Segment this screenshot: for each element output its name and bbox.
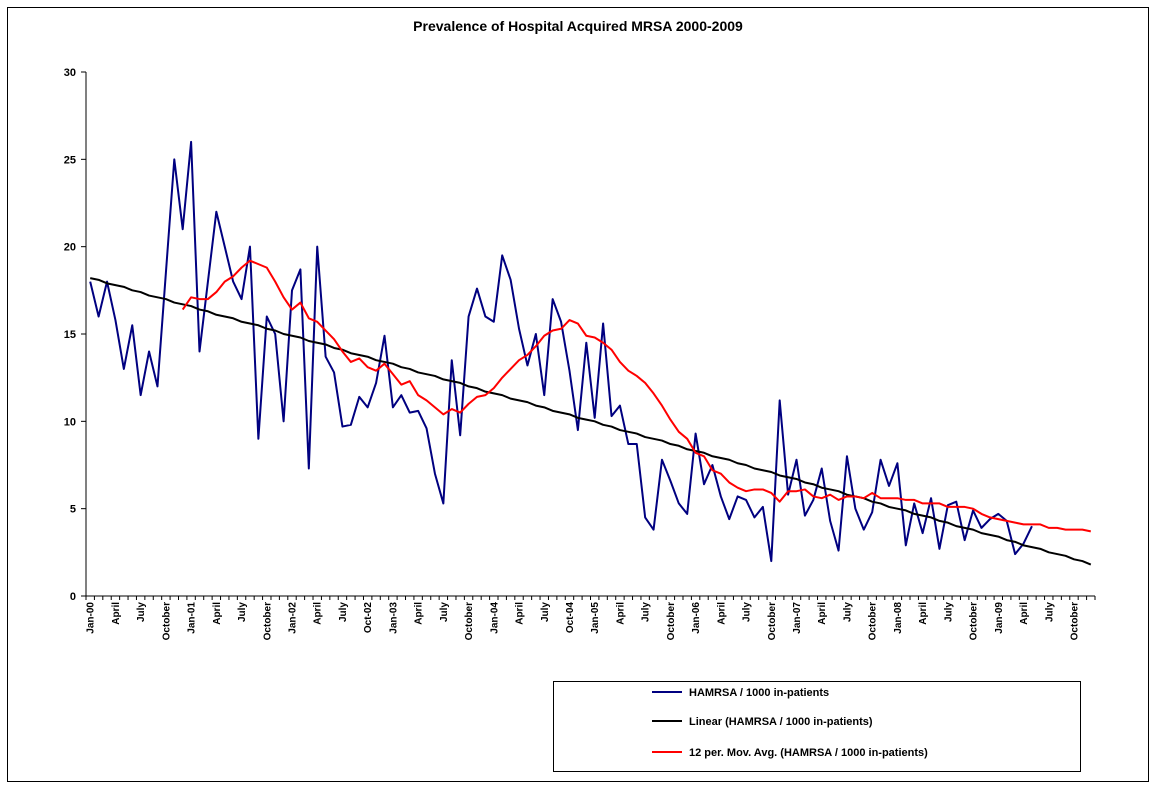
x-tick-label: Oct-04	[565, 602, 576, 634]
x-tick-label: July	[439, 602, 450, 622]
x-tick-label: October	[161, 602, 172, 640]
x-tick-label: Jan-03	[388, 602, 399, 634]
chart-title: Prevalence of Hospital Acquired MRSA 200…	[413, 18, 743, 34]
x-tick-label: July	[237, 602, 248, 622]
y-tick-label: 15	[64, 329, 76, 341]
series-line	[181, 259, 1092, 533]
x-tick-label: April	[918, 602, 929, 625]
chart-border	[7, 7, 1149, 782]
x-tick-label: Jan-02	[288, 602, 299, 634]
x-tick-label: October	[868, 602, 879, 640]
x-tick-label: July	[136, 602, 147, 622]
x-tick-label: April	[817, 602, 828, 625]
x-tick-label: April	[111, 602, 122, 625]
x-tick-label: April	[515, 602, 526, 625]
x-tick-label: April	[615, 602, 626, 625]
legend-box	[553, 681, 1081, 772]
y-tick-label: 30	[64, 67, 76, 79]
x-tick-label: April	[313, 602, 324, 625]
x-tick-label: Jan-09	[994, 602, 1005, 634]
x-tick-label: April	[212, 602, 223, 625]
x-tick-label: July	[742, 602, 753, 622]
x-tick-label: October	[1069, 602, 1080, 640]
x-tick-label: Oct-02	[363, 602, 374, 634]
x-tick-label: October	[464, 602, 475, 640]
legend-label: HAMRSA / 1000 in-patients	[689, 687, 829, 699]
x-tick-label: July	[943, 602, 954, 622]
legend-label: 12 per. Mov. Avg. (HAMRSA / 1000 in-pati…	[689, 747, 928, 759]
x-tick-label: October	[767, 602, 778, 640]
x-tick-label: July	[842, 602, 853, 622]
x-tick-label: April	[414, 602, 425, 625]
x-tick-label: July	[540, 602, 551, 622]
y-tick-label: 0	[70, 591, 76, 603]
y-tick-label: 25	[64, 154, 76, 166]
x-tick-label: July	[338, 602, 349, 622]
y-tick-label: 20	[64, 242, 76, 254]
y-tick-label: 5	[70, 504, 76, 516]
x-tick-label: Jan-00	[86, 602, 97, 634]
x-tick-label: April	[1019, 602, 1030, 625]
x-tick-label: Jan-01	[187, 602, 198, 634]
x-tick-label: July	[1044, 602, 1055, 622]
x-tick-label: October	[666, 602, 677, 640]
x-tick-label: Jan-08	[893, 602, 904, 634]
y-tick-label: 10	[64, 416, 76, 428]
legend-label: Linear (HAMRSA / 1000 in-patients)	[689, 716, 873, 728]
x-tick-label: Jan-06	[691, 602, 702, 634]
series-line	[89, 277, 1092, 566]
x-tick-label: Jan-07	[792, 602, 803, 634]
x-tick-label: October	[969, 602, 980, 640]
x-tick-label: July	[641, 602, 652, 622]
x-tick-label: Jan-05	[590, 602, 601, 634]
x-tick-label: Jan-04	[489, 602, 500, 634]
x-tick-label: April	[716, 602, 727, 625]
x-tick-label: October	[262, 602, 273, 640]
